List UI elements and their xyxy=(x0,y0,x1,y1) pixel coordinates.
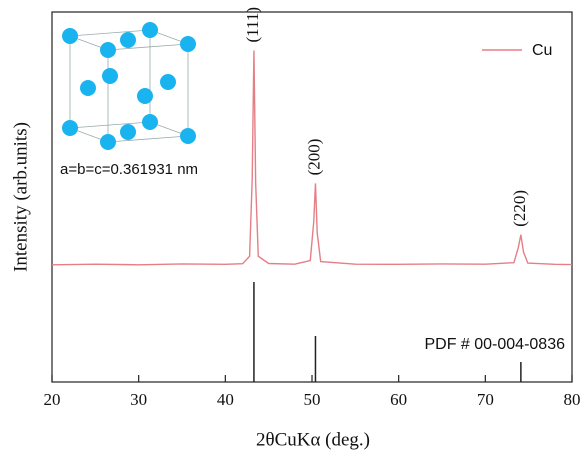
x-tick-label: 30 xyxy=(130,390,147,409)
peak-label: (111) xyxy=(243,7,262,43)
x-tick-label: 70 xyxy=(477,390,494,409)
peak-label: (220) xyxy=(510,190,529,227)
x-tick-label: 20 xyxy=(44,390,61,409)
y-axis-label: Intensity (arb.units) xyxy=(10,122,31,272)
x-tick-label: 50 xyxy=(304,390,321,409)
reference-label: PDF # 00-004-0836 xyxy=(424,336,565,353)
plot-frame xyxy=(51,11,573,383)
x-axis-label: 2θCuKα (deg.) xyxy=(256,429,370,450)
x-tick-label: 60 xyxy=(390,390,407,409)
atoms xyxy=(62,22,196,150)
inset-label: a=b=c=0.361931 nm xyxy=(60,161,198,178)
x-tick-label: 40 xyxy=(217,390,234,409)
peak-label: (200) xyxy=(304,139,323,176)
legend-label: Cu xyxy=(532,42,552,59)
xrd-pattern xyxy=(51,50,573,266)
x-tick-label: 80 xyxy=(564,390,581,409)
